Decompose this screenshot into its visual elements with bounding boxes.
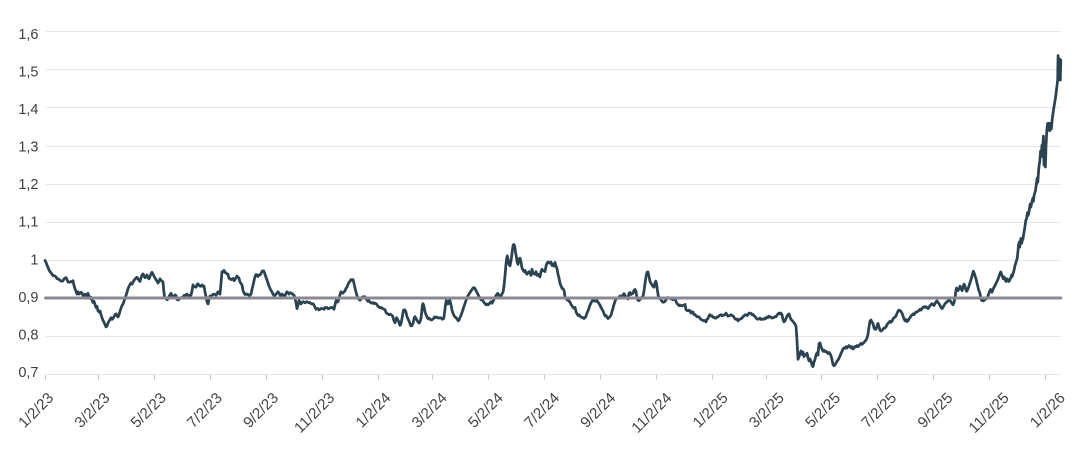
svg-text:0,8: 0,8 [18, 327, 38, 343]
svg-text:1: 1 [30, 252, 38, 268]
svg-text:1,3: 1,3 [18, 140, 38, 156]
svg-text:1,6: 1,6 [18, 27, 38, 43]
svg-text:1,4: 1,4 [18, 102, 38, 118]
svg-text:1,1: 1,1 [18, 215, 38, 231]
svg-text:1,5: 1,5 [18, 64, 38, 80]
svg-text:0,7: 0,7 [18, 365, 38, 381]
svg-text:0,9: 0,9 [18, 290, 38, 306]
svg-text:1,2: 1,2 [18, 177, 38, 193]
